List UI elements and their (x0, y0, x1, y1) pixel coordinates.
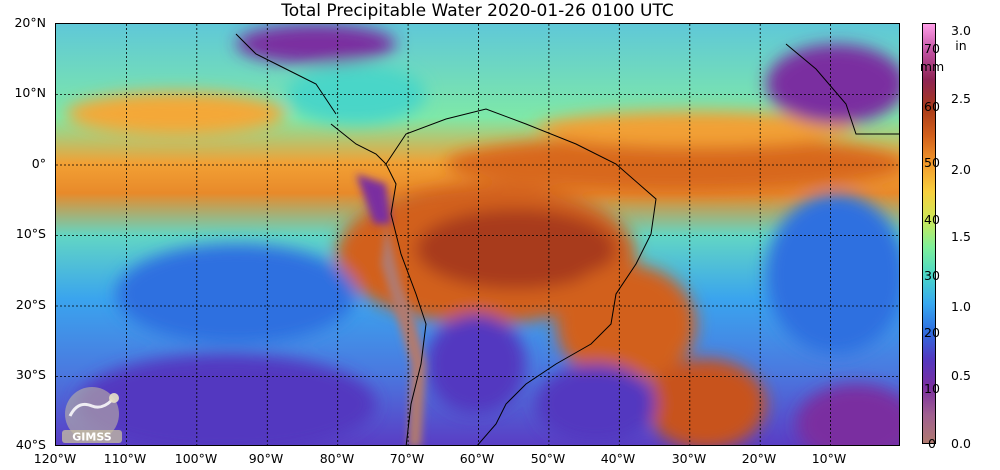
logo-text: GIMSS (72, 431, 111, 444)
colorbar-in-tick-1-5: 1.5 (951, 229, 971, 244)
colorbar-mm-tick-50: 50 (924, 155, 940, 170)
lon-label-50w: 50°W (530, 451, 566, 466)
colorbar-mm-unit: mm (919, 59, 945, 74)
coastlines (235, 33, 899, 445)
lat-label-10n: 10°N (14, 85, 46, 100)
colorbar-mm-tick-40: 40 (924, 212, 940, 227)
colorbar-mm-tick-10: 10 (924, 381, 940, 396)
colorbar-in-tick-2-0: 2.0 (951, 162, 971, 177)
lat-label-0: 0° (31, 156, 46, 171)
colorbar-mm-tick-20: 20 (924, 325, 940, 340)
lon-label-80w: 80°W (319, 451, 355, 466)
colorbar-mm-tick-70: 70 (924, 41, 940, 56)
gimss-logo: GIMSS (62, 387, 122, 444)
colorbar-mm-tick-60: 60 (924, 99, 940, 114)
colorbar-in-tick-3-0: 3.0 (951, 23, 971, 38)
lon-label-100w: 100°W (174, 451, 218, 466)
colorbar-in-tick-0-5: 0.5 (951, 368, 971, 383)
lon-label-30w: 30°W (671, 451, 707, 466)
colorbar-in-tick-1-0: 1.0 (951, 299, 971, 314)
lon-label-90w: 90°W (248, 451, 284, 466)
moisture-blobs (66, 24, 899, 445)
lon-label-40w: 40°W (600, 451, 636, 466)
colorbar-mm-tick-0: 0 (928, 436, 936, 451)
colorbar (922, 23, 936, 444)
colorbar-in-tick-0-0: 0.0 (951, 436, 971, 451)
lat-label-40s: 40°S (15, 437, 46, 452)
tpw-field (56, 24, 899, 445)
page-title: Total Precipitable Water 2020-01-26 0100… (281, 1, 674, 21)
lon-label-70w: 70°W (389, 451, 425, 466)
tpw-map (55, 23, 900, 446)
lon-label-120w: 120°W (33, 451, 77, 466)
colorbar-in-unit: in (955, 38, 967, 53)
lon-label-20w: 20°W (741, 451, 777, 466)
colorbar-mm-tick-30: 30 (924, 268, 940, 283)
lat-label-20s: 20°S (15, 297, 46, 312)
lat-label-30s: 30°S (15, 367, 46, 382)
lon-label-10w: 10°W (811, 451, 847, 466)
lat-label-20n: 20°N (14, 15, 46, 30)
lon-label-60w: 60°W (459, 451, 495, 466)
lat-label-10s: 10°S (15, 226, 46, 241)
lon-label-110w: 110°W (103, 451, 147, 466)
graticule (56, 24, 899, 445)
colorbar-in-tick-2-5: 2.5 (951, 91, 971, 106)
